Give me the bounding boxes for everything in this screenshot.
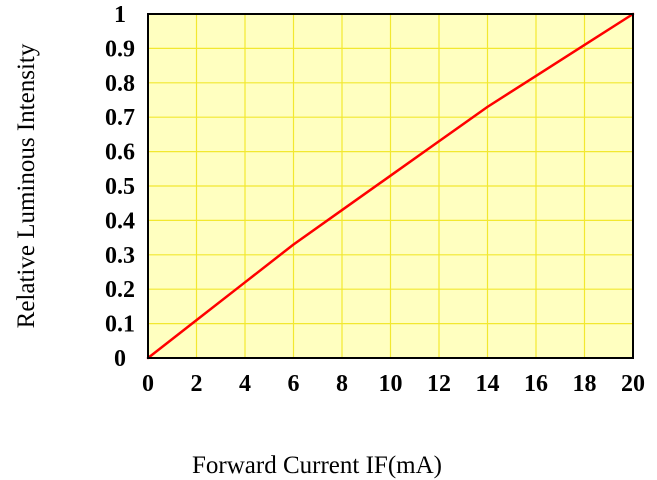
y-tick-labels: 0 0.1 0.2 0.3 0.4 0.5 0.6 0.7 0.8 0.9 1: [105, 2, 135, 372]
x-axis-title: Forward Current IF(mA): [192, 452, 442, 479]
y-tick-label: 1: [114, 2, 126, 28]
x-tick-label: 14: [476, 371, 500, 397]
y-tick-label: 0.8: [105, 71, 135, 97]
y-tick-label: 0.4: [105, 208, 135, 234]
y-tick-label: 0.7: [105, 105, 135, 131]
x-tick-label: 6: [288, 371, 300, 397]
x-tick-label: 4: [239, 371, 251, 397]
y-tick-label: 0.1: [105, 312, 135, 338]
x-tick-label: 18: [573, 371, 597, 397]
series-line: [146, 12, 635, 360]
plot-frame: [147, 13, 634, 359]
y-axis-title: Relative Luminous Intensity: [13, 43, 40, 328]
y-tick-label: 0.5: [105, 174, 135, 200]
x-tick-label: 12: [427, 371, 451, 397]
x-tick-label: 10: [379, 371, 403, 397]
x-tick-label: 2: [191, 371, 203, 397]
y-tick-label: 0.9: [105, 36, 135, 62]
y-tick-label: 0: [114, 346, 126, 372]
y-tick-label: 0.2: [105, 277, 135, 303]
x-tick-labels: 0 2 4 6 8 10 12 14 16 18 20: [142, 371, 645, 397]
y-tick-label: 0.6: [105, 140, 135, 166]
x-tick-label: 20: [621, 371, 645, 397]
y-tick-label: 0.3: [105, 243, 135, 269]
x-tick-label: 16: [524, 371, 548, 397]
x-tick-label: 8: [336, 371, 348, 397]
x-tick-label: 0: [142, 371, 154, 397]
series-layer: [146, 12, 635, 360]
